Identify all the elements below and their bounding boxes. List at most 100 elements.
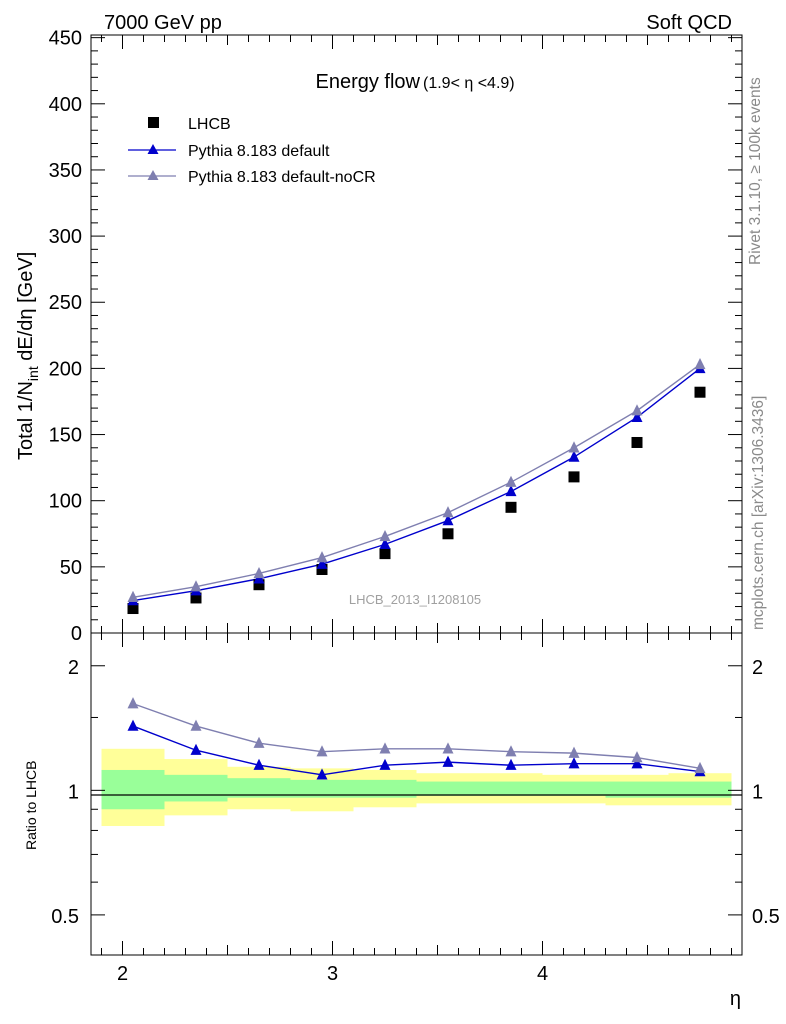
y-tick-label: 150 <box>49 425 82 447</box>
rivet-label: Rivet 3.1.10, ≥ 100k events <box>747 77 764 265</box>
header-category: Soft QCD <box>646 12 732 34</box>
pythia-nocr-point <box>568 441 580 453</box>
pythia-nocr-point <box>127 590 139 602</box>
analysis-watermark: LHCB_2013_I1208105 <box>349 592 481 607</box>
y-tick-label: 50 <box>60 557 82 579</box>
ratio-y-tick-label-right: 1 <box>752 781 763 803</box>
ratio-plot-frame <box>90 632 743 956</box>
ratio-nocr-point <box>253 736 265 748</box>
pythia-default-point <box>442 514 454 526</box>
y-tick-label: 300 <box>49 226 82 248</box>
uncertainty-band-green <box>290 779 354 798</box>
ratio-default-point <box>190 743 202 755</box>
ratio-default-point <box>505 758 517 770</box>
pythia-nocr-point <box>505 475 517 487</box>
pythia-default-point <box>631 410 643 423</box>
pythia-nocr-point <box>631 404 643 416</box>
legend-marker-default <box>147 144 159 154</box>
uncertainty-band-green <box>353 779 417 798</box>
pythia-nocr-point <box>379 529 391 542</box>
y-axis-label: Total 1/Nint dE/dη [GeV] <box>15 252 41 460</box>
pythia-nocr-point <box>253 566 265 579</box>
pythia-nocr-point <box>190 580 202 592</box>
ratio-nocr-point <box>379 742 391 754</box>
ratio-y-tick-label-left: 0.5 <box>51 906 79 928</box>
ratio-nocr-point <box>694 761 706 774</box>
uncertainty-band-green <box>164 774 228 802</box>
legend-label-default: Pythia 8.183 default <box>188 143 330 160</box>
lhcb-data-point <box>442 528 454 540</box>
lhcb-data-point <box>127 603 139 615</box>
ratio-nocr-point <box>631 751 643 763</box>
plot-title: Energy flow <box>316 71 421 93</box>
ratio-default-point <box>379 758 391 770</box>
y-axis-label-sub: int <box>25 366 41 381</box>
pythia-default-point <box>568 450 580 462</box>
ratio-default-point <box>442 755 454 767</box>
ratio-y-tick-label-left: 2 <box>68 657 79 679</box>
ratio-default-point <box>127 719 139 731</box>
lhcb-data-point <box>694 386 706 398</box>
y-axis-label-main: Total 1/N <box>15 381 37 460</box>
lhcb-data-point <box>253 579 265 591</box>
legend-marker-lhcb <box>148 117 159 128</box>
lhcb-data-point <box>190 592 202 604</box>
main-data-layer <box>127 357 706 615</box>
pythia-nocr-point <box>316 551 328 563</box>
main-axes: 0 50 100 150 200 250 300 350 400 450 <box>49 28 742 645</box>
uncertainty-band-green <box>227 778 291 798</box>
series-line <box>132 363 701 598</box>
legend: LHCB Pythia 8.183 default Pythia 8.183 d… <box>128 116 376 186</box>
ratio-default-point <box>568 757 580 769</box>
y-tick-label: 0 <box>71 623 82 645</box>
ratio-nocr-point <box>505 745 517 757</box>
pythia-nocr-point <box>694 357 706 370</box>
pythia-default-point <box>505 484 517 497</box>
pythia-default-point <box>379 537 391 550</box>
ratio-default-point <box>316 768 328 780</box>
uncertainty-band-green <box>605 781 669 798</box>
ratio-series-line <box>132 702 701 770</box>
series-line <box>132 367 701 602</box>
legend-marker-nocr <box>147 170 159 180</box>
x-axis-label: η <box>730 988 741 1010</box>
lhcb-data-point <box>505 501 517 513</box>
uncertainty-band-green <box>416 781 480 796</box>
x-tick-label: 2 <box>117 963 128 985</box>
uncertainty-band-green <box>101 769 165 810</box>
ratio-nocr-point <box>316 745 328 757</box>
ratio-default-point <box>631 757 643 769</box>
ratio-bands <box>101 748 732 826</box>
pythia-default-point <box>316 557 328 569</box>
y-tick-label: 100 <box>49 491 82 513</box>
lhcb-data-point <box>568 471 580 483</box>
uncertainty-band-green <box>542 781 606 796</box>
ratio-plot: 0.5 0.5 1 1 2 2 2 3 4 Ratio to LHCB η <box>23 632 780 1010</box>
x-tick-label: 3 <box>327 963 338 985</box>
lhcb-data-point <box>316 563 328 575</box>
lhcb-data-point <box>379 548 391 560</box>
y-tick-label: 450 <box>49 28 82 50</box>
ratio-nocr-point <box>442 742 454 754</box>
ratio-nocr-point <box>190 719 202 731</box>
ratio-y-tick-label-right: 0.5 <box>752 906 780 928</box>
plot-title-range: (1.9< η <4.9) <box>423 75 515 92</box>
uncertainty-band-green <box>479 781 543 796</box>
legend-label-nocr: Pythia 8.183 default-noCR <box>188 169 376 186</box>
pythia-nocr-point <box>442 506 454 518</box>
ratio-y-tick-label-left: 1 <box>68 781 79 803</box>
y-tick-label: 250 <box>49 292 82 314</box>
uncertainty-band-green <box>668 781 732 798</box>
ratio-y-tick-label-right: 2 <box>752 657 763 679</box>
ratio-y-axis-label: Ratio to LHCB <box>23 761 39 850</box>
lhcb-data-point <box>631 436 643 448</box>
ratio-nocr-point <box>127 697 139 709</box>
ratio-data-layer <box>127 697 706 780</box>
y-tick-label: 350 <box>49 160 82 182</box>
mcplots-label: mcplots.cern.ch [arXiv:1306.3436] <box>750 396 767 630</box>
legend-label-lhcb: LHCB <box>188 116 231 133</box>
header-energy: 7000 GeV pp <box>104 12 222 34</box>
y-tick-label: 400 <box>49 94 82 116</box>
